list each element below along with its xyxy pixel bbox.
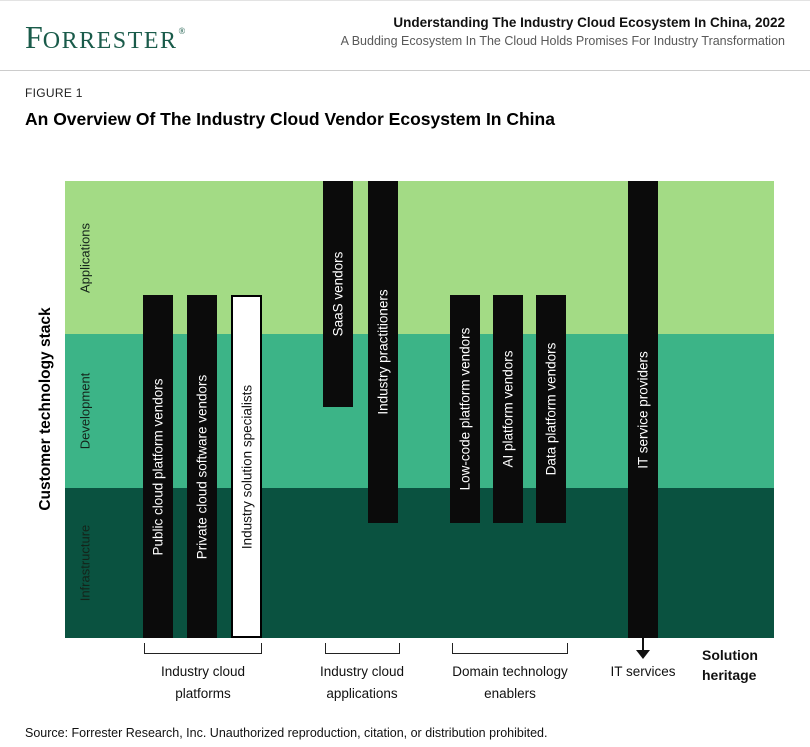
y-axis-title: Customer technology stack bbox=[37, 307, 54, 511]
forrester-logo: FORRESTER® bbox=[25, 21, 185, 55]
it-services-arrow-stem bbox=[642, 638, 644, 651]
bar-saas-vendors: SaaS vendors bbox=[323, 181, 353, 407]
bar-label: Industry practitioners bbox=[375, 289, 391, 415]
bar-label: Data platform vendors bbox=[543, 342, 559, 476]
bar-industry-solution-specialists: Industry solution specialists bbox=[231, 295, 262, 638]
bar-label: SaaS vendors bbox=[330, 251, 346, 337]
bar-label: Private cloud software vendors bbox=[194, 374, 210, 559]
bar-public-cloud-platform-vendors: Public cloud platform vendors bbox=[143, 295, 173, 638]
header-divider bbox=[0, 70, 810, 71]
header-title-block: Understanding The Industry Cloud Ecosyst… bbox=[341, 15, 785, 48]
bar-low-code-platform-vendors: Low-code platform vendors bbox=[450, 295, 480, 523]
figure-title: An Overview Of The Industry Cloud Vendor… bbox=[25, 109, 555, 129]
bar-label: AI platform vendors bbox=[500, 350, 516, 468]
band-label-development: Development bbox=[77, 372, 93, 450]
figure-number-label: FIGURE 1 bbox=[25, 86, 83, 100]
bar-label: Industry solution specialists bbox=[239, 384, 254, 549]
source-note: Source: Forrester Research, Inc. Unautho… bbox=[25, 726, 548, 740]
band-label-infrastructure: Infrastructure bbox=[77, 524, 93, 602]
bracket-industry-cloud-applications bbox=[325, 643, 400, 654]
report-subtitle: A Budding Ecosystem In The Cloud Holds P… bbox=[340, 34, 785, 48]
group-label-domain-technology-enablers: Domain technology enablers bbox=[452, 664, 568, 701]
down-arrow-icon bbox=[636, 650, 650, 659]
band-label-applications: Applications bbox=[77, 222, 93, 293]
solution-heritage-label: Solution heritage bbox=[702, 647, 758, 684]
registered-mark-icon: ® bbox=[178, 26, 186, 36]
bar-ai-platform-vendors: AI platform vendors bbox=[493, 295, 523, 523]
bracket-industry-cloud-platforms bbox=[144, 643, 262, 654]
logo-letter: F bbox=[25, 19, 43, 55]
bar-label: Public cloud platform vendors bbox=[150, 377, 166, 556]
bracket-domain-technology-enablers bbox=[452, 643, 568, 654]
logo-text: ORRESTER bbox=[42, 28, 178, 54]
bar-data-platform-vendors: Data platform vendors bbox=[536, 295, 566, 523]
bar-label: IT service providers bbox=[635, 350, 651, 469]
bar-label: Low-code platform vendors bbox=[457, 327, 473, 491]
group-label-industry-cloud-applications: Industry cloud applications bbox=[319, 664, 405, 701]
group-label-industry-cloud-platforms: Industry cloud platforms bbox=[160, 664, 246, 701]
bar-private-cloud-software-vendors: Private cloud software vendors bbox=[187, 295, 217, 638]
group-label-it-services: IT services bbox=[610, 664, 676, 679]
report-title: Understanding The Industry Cloud Ecosyst… bbox=[393, 15, 785, 30]
bar-industry-practitioners: Industry practitioners bbox=[368, 181, 398, 523]
bar-it-service-providers: IT service providers bbox=[628, 181, 658, 638]
